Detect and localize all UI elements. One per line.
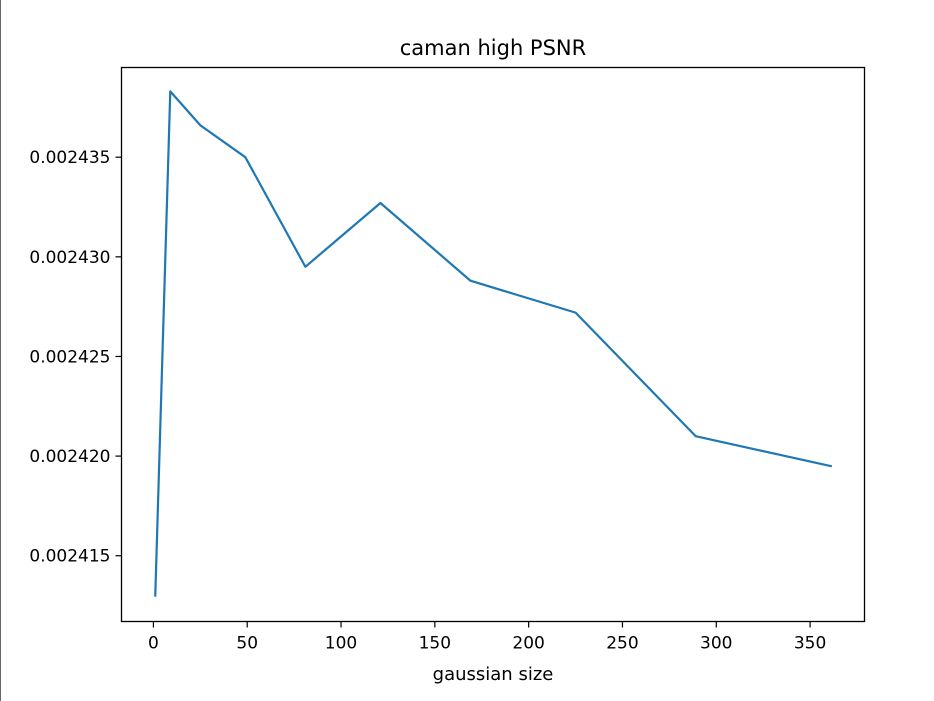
y-tick-label: 0.002435 (29, 148, 110, 168)
y-tick-label: 0.002415 (29, 547, 110, 567)
x-axis: 0 50 100 150 200 250 300 350 (148, 621, 826, 654)
plot-area (120, 66, 866, 623)
window-edge (0, 0, 1, 701)
y-tick-label: 0.002425 (29, 347, 110, 367)
x-tick-label: 300 (700, 634, 732, 654)
x-tick-label: 50 (236, 634, 258, 654)
x-tick-label: 200 (512, 634, 544, 654)
series-line (154, 90, 833, 597)
x-tick-label: 100 (325, 634, 357, 654)
x-tick-label: 150 (419, 634, 451, 654)
x-tick-label: 350 (794, 634, 826, 654)
y-axis: 0.002415 0.002420 0.002425 0.002430 0.002435 (29, 148, 122, 567)
y-tick-label: 0.002420 (29, 447, 110, 467)
x-axis-label: gaussian size (433, 664, 554, 685)
y-tick-label: 0.002430 (29, 248, 110, 268)
x-tick-label: 250 (606, 634, 638, 654)
x-tick-label: 0 (148, 634, 159, 654)
series-layer (154, 90, 833, 597)
chart-title: caman high PSNR (400, 36, 586, 60)
